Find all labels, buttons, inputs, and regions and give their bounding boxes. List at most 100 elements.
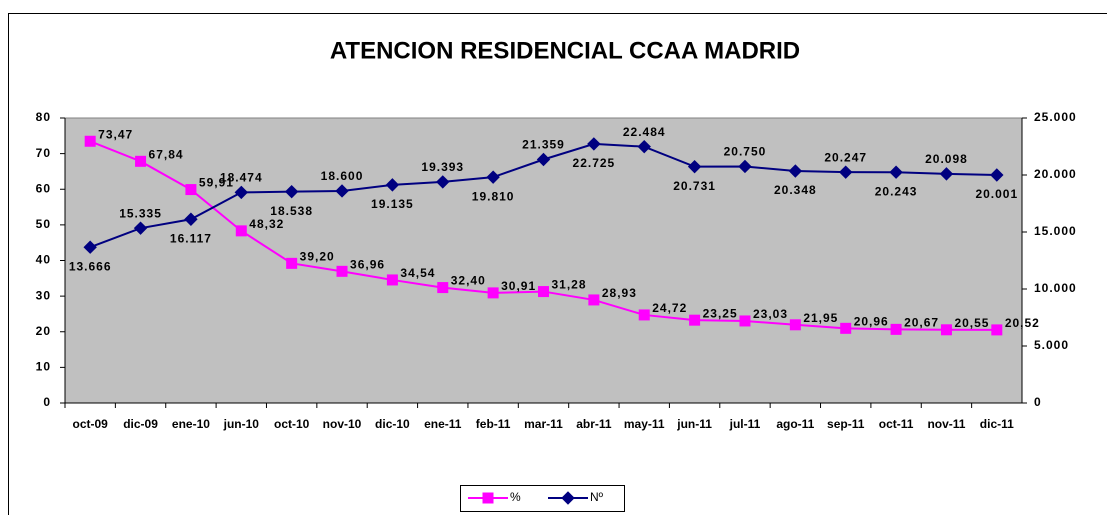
x-tick-label: ago-11: [776, 417, 814, 431]
x-tick-label: oct-09: [73, 417, 109, 431]
data-label: 28,93: [602, 286, 637, 300]
y-tick-label: 30: [36, 288, 51, 302]
point: [990, 168, 1004, 182]
point: [637, 139, 651, 154]
data-label: 67,84: [149, 147, 184, 161]
legend-label: %: [510, 490, 521, 504]
x-tick-label: mar-11: [524, 417, 563, 431]
point: [133, 221, 148, 235]
chart-title: ATENCION RESIDENCIAL CCAA MADRID: [330, 37, 800, 64]
x-tick-label: abr-11: [576, 417, 612, 431]
x-tick-label: ene-11: [424, 417, 462, 431]
point: [386, 274, 398, 286]
x-tick-label: jul-11: [729, 417, 761, 431]
y2-tick-label: 20.000: [1034, 167, 1077, 181]
point: [739, 315, 751, 327]
point: [889, 165, 903, 179]
point: [234, 185, 248, 200]
data-label: 21,95: [803, 311, 838, 325]
y2-tick-label: 0: [1034, 395, 1042, 409]
data-label: 22.725: [573, 156, 616, 170]
data-label: 16.117: [170, 231, 212, 245]
point: [84, 135, 96, 147]
legend-marker: [482, 492, 494, 504]
data-label: 20.750: [724, 145, 767, 159]
point: [286, 257, 298, 269]
y-tick-label: 80: [36, 110, 51, 124]
x-tick-label: dic-11: [980, 417, 1014, 431]
data-label: 20.098: [925, 152, 968, 166]
x-tick-label: nov-10: [323, 417, 362, 431]
point: [184, 212, 198, 226]
data-label: 20.247: [824, 150, 867, 164]
point: [336, 265, 348, 277]
data-label: 22.484: [623, 125, 666, 139]
data-label: 20.731: [673, 179, 716, 193]
x-tick-label: oct-10: [274, 417, 310, 431]
point: [588, 294, 600, 306]
y2-tick-label: 10.000: [1034, 281, 1077, 295]
data-label: 30,91: [501, 279, 536, 293]
point: [789, 319, 801, 331]
data-label: 18.600: [321, 169, 364, 183]
y-tick-label: 20: [36, 324, 51, 338]
y-tick-label: 40: [36, 253, 51, 267]
data-label: 20.348: [774, 183, 817, 197]
x-tick-label: nov-11: [927, 417, 965, 431]
point: [840, 322, 852, 334]
point: [689, 314, 701, 326]
x-tick-label: jun-11: [676, 417, 712, 431]
x-tick-label: dic-09: [123, 417, 158, 431]
data-label: 31,28: [552, 278, 587, 292]
data-label: 20,52: [1005, 316, 1040, 330]
point: [487, 287, 499, 299]
point: [83, 240, 97, 254]
y-tick-label: 50: [36, 217, 51, 231]
data-label: 13.666: [69, 259, 112, 273]
point: [185, 184, 197, 196]
data-label: 19.135: [371, 197, 414, 211]
y2-tick-label: 15.000: [1034, 224, 1077, 238]
data-label: 21.359: [522, 138, 565, 152]
data-label: 23,25: [703, 306, 738, 320]
y2-tick-label: 5.000: [1034, 338, 1069, 352]
point: [991, 324, 1003, 336]
data-label: 19.393: [421, 160, 464, 174]
y2-tick-label: 25.000: [1034, 110, 1077, 124]
y-tick-label: 10: [36, 360, 51, 374]
data-label: 18.474: [220, 171, 263, 185]
data-label: 59,91: [199, 176, 234, 190]
data-label: 15.335: [119, 206, 162, 220]
x-tick-label: dic-10: [375, 417, 410, 431]
data-label: 23,03: [753, 307, 788, 321]
data-label: 36,96: [350, 258, 385, 272]
point: [486, 170, 500, 184]
point: [536, 152, 551, 167]
data-label: 18.538: [270, 204, 313, 218]
point: [587, 137, 601, 151]
point: [890, 323, 902, 335]
x-tick-label: ene-10: [172, 417, 210, 431]
point: [839, 165, 853, 179]
point: [538, 286, 549, 298]
data-label: 19.810: [472, 189, 515, 203]
point: [335, 184, 349, 198]
legend-marker: [561, 491, 575, 505]
data-label: 34,54: [400, 266, 435, 280]
point: [235, 225, 247, 237]
y-tick-label: 0: [43, 395, 51, 409]
y-tick-label: 60: [36, 181, 51, 195]
x-tick-label: feb-11: [476, 417, 511, 431]
data-label: 24,72: [652, 301, 687, 315]
point: [437, 282, 449, 294]
point: [385, 178, 400, 192]
data-label: 20,55: [954, 316, 989, 330]
data-label: 32,40: [451, 274, 486, 288]
data-label: 39,20: [300, 250, 335, 264]
data-label: 20,96: [854, 315, 889, 329]
x-tick-label: jun-10: [223, 417, 260, 431]
point: [687, 159, 702, 174]
legend-label: Nº: [590, 490, 604, 504]
data-label: 48,32: [249, 217, 284, 231]
y-tick-label: 70: [36, 146, 51, 160]
